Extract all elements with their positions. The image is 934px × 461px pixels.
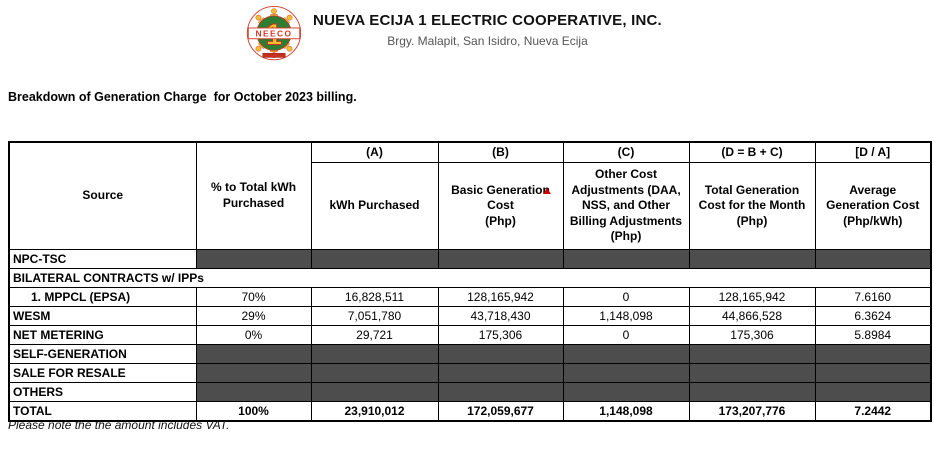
table-row-wesm: WESM 29% 7,051,780 43,718,430 1,148,098 … — [8, 306, 932, 326]
col-header-total-generation-cost: Total Generation Cost for the Month (Php… — [688, 162, 816, 250]
value-cell: 29,721 — [310, 325, 439, 345]
dark-cell — [562, 344, 690, 364]
report-title: Breakdown of Generation Charge for Octob… — [8, 90, 357, 104]
col-header-other-cost-adjustments: Other Cost Adjustments (DAA, NSS, and Ot… — [562, 162, 690, 250]
table-header-label-row: kWh Purchased Basic Generation Cost (Php… — [9, 162, 932, 250]
dark-cell — [688, 382, 816, 402]
value-cell: 70% — [195, 287, 312, 307]
dark-cell — [195, 382, 312, 402]
value-cell: 128,165,942 — [688, 287, 816, 307]
dark-cell — [195, 249, 312, 269]
dark-cell — [437, 363, 564, 383]
row-label-cell: 1. MPPCL (EPSA) — [8, 287, 197, 307]
table-row-net-metering: NET METERING 0% 29,721 175,306 0 175,306… — [8, 325, 932, 345]
dark-cell — [562, 249, 690, 269]
dark-cell — [814, 344, 932, 364]
col-key-d: (D = B + C) — [688, 141, 816, 163]
dark-cell — [310, 382, 439, 402]
dark-cell — [688, 344, 816, 364]
table-row-npc-tsc: NPC-TSC — [8, 249, 932, 269]
dark-cell — [195, 363, 312, 383]
value-cell: 0% — [195, 325, 312, 345]
dark-cell — [562, 382, 690, 402]
dark-cell — [310, 344, 439, 364]
value-cell: 100% — [195, 401, 312, 422]
neeco-logo-icon: 1 NEECO — [246, 5, 302, 61]
value-cell: 175,306 — [688, 325, 816, 345]
table-row-mppcl: 1. MPPCL (EPSA) 70% 16,828,511 128,165,9… — [8, 287, 932, 307]
value-cell: 1,148,098 — [562, 401, 690, 422]
col-header-pct: % to Total kWh Purchased — [195, 141, 312, 250]
col-key-c: (C) — [562, 141, 690, 163]
row-label-cell: WESM — [8, 306, 197, 326]
value-cell: 128,165,942 — [437, 287, 564, 307]
logo-neeco-text: NEECO — [256, 29, 293, 39]
dark-cell — [437, 249, 564, 269]
value-cell: 172,059,677 — [437, 401, 564, 422]
value-cell: 44,866,528 — [688, 306, 816, 326]
table-row-bilateral-contracts: BILATERAL CONTRACTS w/ IPPs — [8, 268, 932, 288]
value-cell: 7.6160 — [814, 287, 932, 307]
value-cell: 16,828,511 — [310, 287, 439, 307]
value-cell: 0 — [562, 325, 690, 345]
table-header-key-row: Source % to Total kWh Purchased (A) (B) … — [8, 141, 932, 250]
table-row-sale-for-resale: SALE FOR RESALE — [8, 363, 932, 383]
footnote: Please note the the amount includes VAT. — [8, 418, 230, 432]
col-key-b: (B) — [437, 141, 564, 163]
value-cell: 23,910,012 — [310, 401, 439, 422]
col-header-kwh-purchased: kWh Purchased — [310, 162, 439, 250]
value-cell: 6.3624 — [814, 306, 932, 326]
row-label-cell: NET METERING — [8, 325, 197, 345]
value-cell: 5.8984 — [814, 325, 932, 345]
row-label-cell: SALE FOR RESALE — [8, 363, 197, 383]
dark-cell — [814, 363, 932, 383]
dark-cell — [814, 382, 932, 402]
dark-cell — [437, 344, 564, 364]
value-cell: 0 — [562, 287, 690, 307]
generation-charge-table: Source % to Total kWh Purchased (A) (B) … — [8, 141, 932, 422]
table-row-others: OTHERS — [8, 382, 932, 402]
col-header-source: Source — [8, 141, 197, 250]
neeco-logo: 1 NEECO — [244, 5, 304, 64]
value-cell: 43,718,430 — [437, 306, 564, 326]
value-cell: 175,306 — [437, 325, 564, 345]
col-key-da: [D / A] — [814, 141, 932, 163]
org-name: NUEVA ECIJA 1 ELECTRIC COOPERATIVE, INC. — [313, 12, 662, 29]
section-label-cell: BILATERAL CONTRACTS w/ IPPs — [8, 268, 932, 288]
col-header-average-generation-cost: Average Generation Cost (Php/kWh) — [814, 162, 932, 250]
table-row-total: TOTAL 100% 23,910,012 172,059,677 1,148,… — [8, 401, 932, 422]
dark-cell — [688, 249, 816, 269]
row-label-cell: NPC-TSC — [8, 249, 197, 269]
dark-cell — [310, 249, 439, 269]
col-key-a: (A) — [310, 141, 439, 163]
value-cell: 173,207,776 — [688, 401, 816, 422]
org-address: Brgy. Malapit, San Isidro, Nueva Ecija — [387, 34, 588, 48]
table-row-self-generation: SELF-GENERATION — [8, 344, 932, 364]
dark-cell — [688, 363, 816, 383]
value-cell: 1,148,098 — [562, 306, 690, 326]
dark-cell — [814, 249, 932, 269]
dark-cell — [437, 382, 564, 402]
dark-cell — [310, 363, 439, 383]
org-text-block: NUEVA ECIJA 1 ELECTRIC COOPERATIVE, INC.… — [313, 6, 662, 48]
dark-cell — [195, 344, 312, 364]
comment-marker-icon — [542, 188, 551, 194]
value-cell: 7.2442 — [814, 401, 932, 422]
value-cell: 7,051,780 — [310, 306, 439, 326]
row-label-cell: SELF-GENERATION — [8, 344, 197, 364]
dark-cell — [562, 363, 690, 383]
row-label-cell: OTHERS — [8, 382, 197, 402]
row-label-cell: TOTAL — [8, 401, 197, 422]
org-header: 1 NEECO NUEVA ECIJA 1 ELECTRIC COOPERATI… — [0, 5, 920, 64]
value-cell: 29% — [195, 306, 312, 326]
col-header-basic-generation-cost: Basic Generation Cost (Php) — [437, 162, 564, 250]
